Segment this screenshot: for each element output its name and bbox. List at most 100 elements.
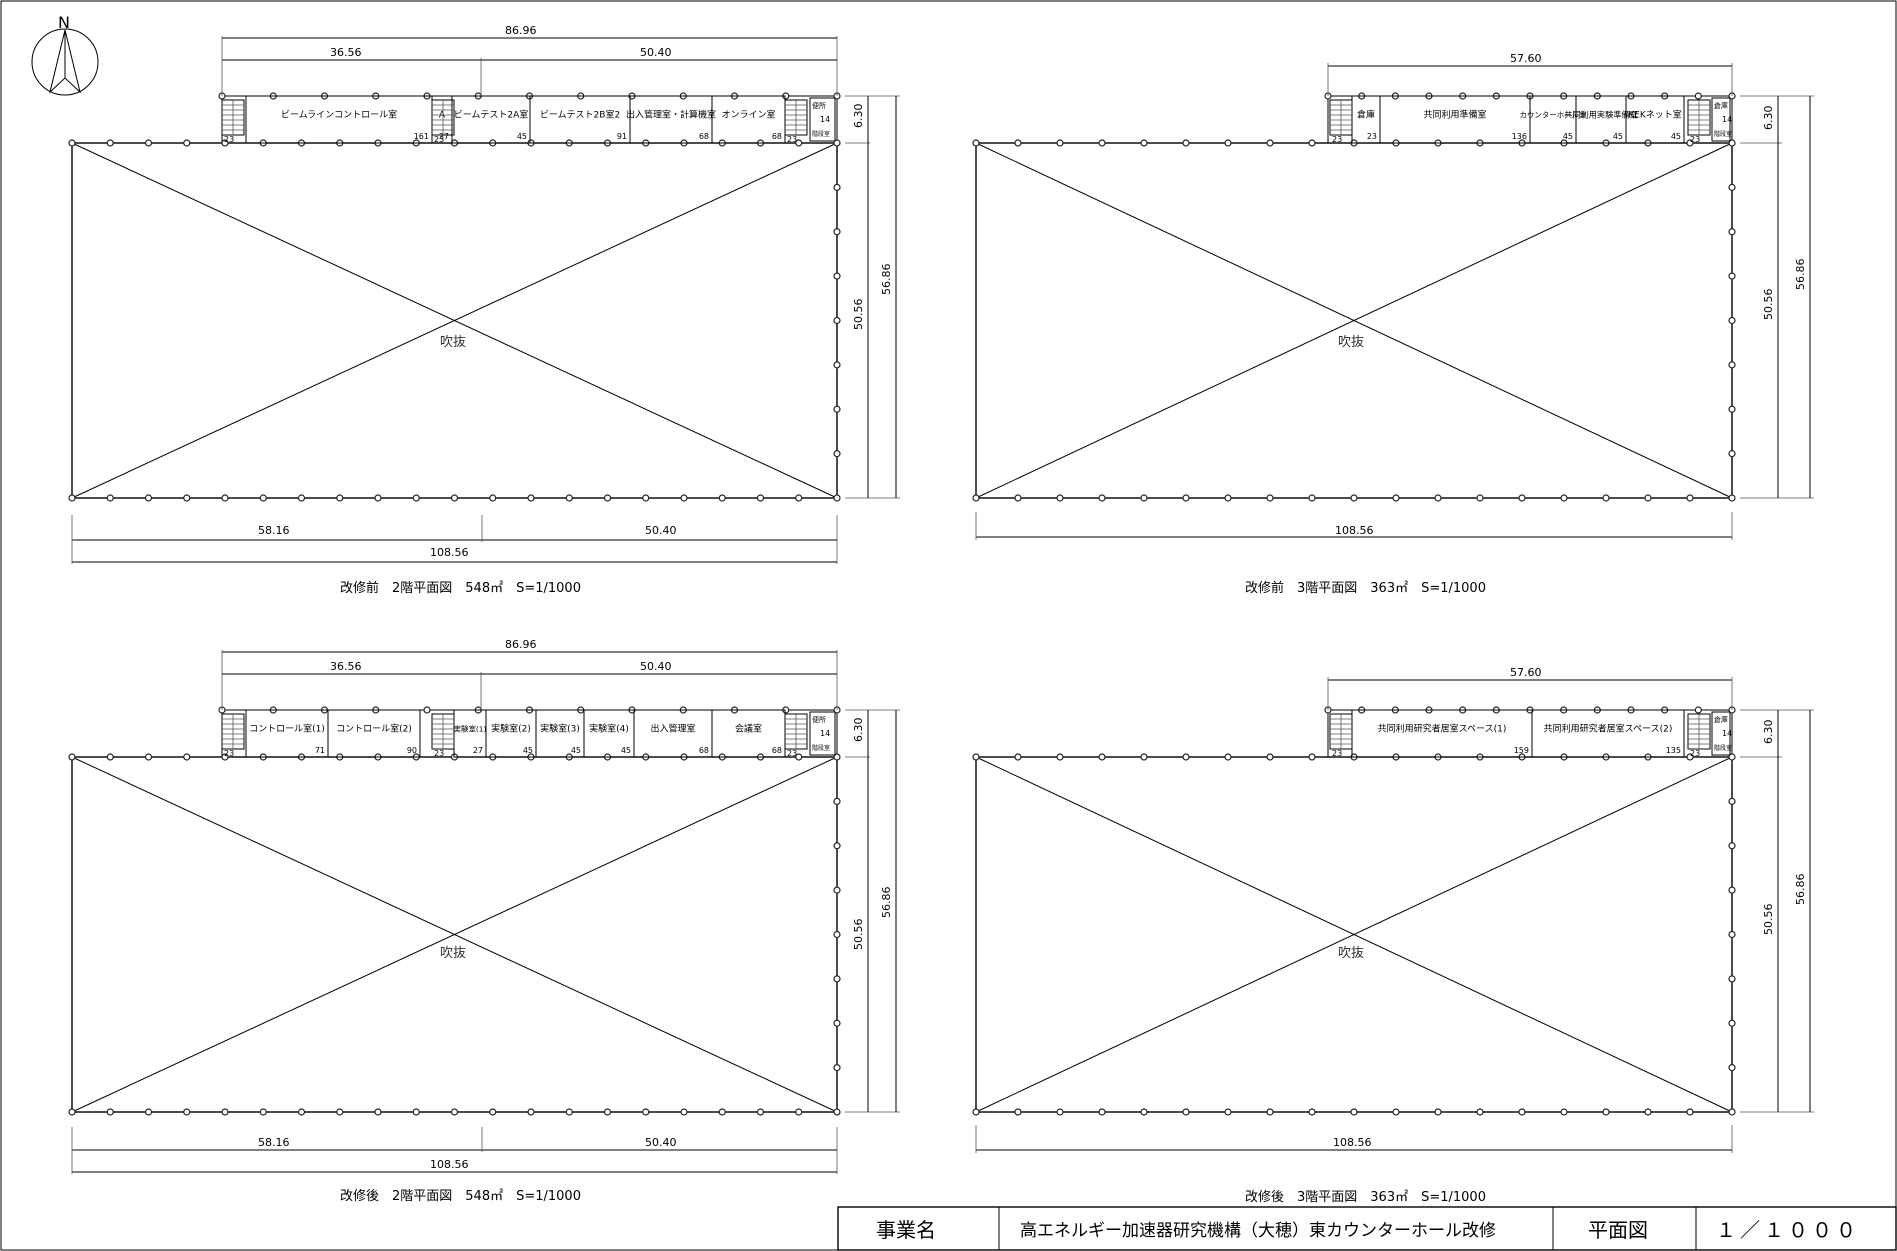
dim-top-total: 86.96 bbox=[505, 24, 537, 37]
wc-label: 倉庫 bbox=[1714, 101, 1728, 110]
wc-block: 倉庫 14 階段室 bbox=[1711, 711, 1732, 756]
room-area: 159 bbox=[1514, 746, 1529, 755]
room-cell bbox=[1625, 95, 1685, 144]
column-grid bbox=[68, 92, 841, 502]
room-area: 68 bbox=[699, 746, 709, 755]
room-name: オンライン室 bbox=[721, 109, 775, 121]
stair-icon: 23 bbox=[1687, 99, 1711, 144]
room-area: 27 bbox=[439, 132, 449, 141]
dim-top-right: 50.40 bbox=[640, 660, 672, 673]
dim-right-band: 6.30 bbox=[1762, 106, 1775, 131]
void-label: 吹抜 bbox=[440, 334, 466, 350]
room-area: 135 bbox=[1666, 746, 1681, 755]
dimension-right: 50.56 56.86 6.30 bbox=[845, 709, 900, 1113]
room-name: 共同利用研究者居室スペース(2) bbox=[1544, 723, 1673, 735]
stair-icon: 23 bbox=[1329, 99, 1353, 144]
stair-area: 23 bbox=[787, 749, 797, 758]
dim-bottom-total: 108.56 bbox=[1335, 524, 1374, 537]
wc-block: 便所 14 階段室 bbox=[809, 97, 836, 142]
stair-icon: 23 bbox=[221, 99, 245, 144]
dimension-right: 50.56 56.86 6.30 bbox=[845, 95, 900, 499]
room-area: 71 bbox=[315, 746, 325, 755]
plan-2f-before: 吹抜 86.96 36.56 50.40 50.56 56.86 6.30 bbox=[68, 24, 900, 596]
wc-sub: 階段室 bbox=[812, 130, 830, 138]
room-name: 実験室(4) bbox=[589, 723, 629, 735]
north-arrow-icon: N bbox=[31, 13, 99, 96]
plan-2f-after: 吹抜 86.96 36.56 50.40 50.56 56.86 6.30 bbox=[68, 638, 900, 1204]
room-area: 45 bbox=[1671, 132, 1681, 141]
room-area: 91 bbox=[617, 132, 627, 141]
room-name: 出入管理室 bbox=[650, 723, 695, 735]
dim-top-left: 36.56 bbox=[330, 660, 362, 673]
room-area: 136 bbox=[1512, 132, 1527, 141]
room-name: ビームテスト2B室2 bbox=[540, 109, 620, 121]
void-label: 吹抜 bbox=[1338, 334, 1364, 350]
dimension-bottom: 58.16 50.40 108.56 bbox=[71, 515, 838, 564]
room-name: 共同利用準備室 bbox=[1423, 109, 1486, 121]
north-label: N bbox=[58, 13, 70, 32]
dimension-top: 86.96 36.56 50.40 bbox=[221, 24, 838, 96]
dim-right-band: 6.30 bbox=[852, 104, 865, 129]
dimension-bottom: 108.56 bbox=[975, 512, 1733, 540]
dim-right-outer: 56.86 bbox=[880, 887, 893, 919]
room-area: 68 bbox=[699, 132, 709, 141]
void-label: 吹抜 bbox=[1338, 945, 1364, 961]
stair-icon: 23 bbox=[221, 713, 245, 758]
dim-top-total: 86.96 bbox=[505, 638, 537, 651]
wc-area: 14 bbox=[1722, 115, 1732, 124]
room-area: 68 bbox=[772, 132, 782, 141]
wc-label: 倉庫 bbox=[1714, 715, 1728, 724]
wc-area: 14 bbox=[820, 729, 830, 738]
room-name: ビームラインコントロール室 bbox=[281, 109, 397, 121]
column-grid bbox=[972, 92, 1736, 502]
room-area: 45 bbox=[621, 746, 631, 755]
plan-caption: 改修後 3階平面図 363㎡ S=1/1000 bbox=[1245, 1190, 1486, 1205]
room-name: 実験室(2) bbox=[491, 723, 531, 735]
room-cell bbox=[327, 709, 421, 758]
stair-icon: 23 bbox=[1687, 713, 1711, 758]
dim-right-inner: 50.56 bbox=[1762, 904, 1775, 936]
dim-bottom-left: 58.16 bbox=[258, 524, 290, 537]
wc-area: 14 bbox=[1722, 729, 1732, 738]
stair-icon: 23 bbox=[431, 99, 455, 144]
project-name: 高エネルギー加速器研究機構（大穂）東カウンターホール改修 bbox=[1020, 1221, 1496, 1241]
room-name: 実験室(3) bbox=[540, 723, 580, 735]
void-diagonal bbox=[71, 142, 838, 499]
project-label: 事業名 bbox=[876, 1218, 936, 1242]
dim-bottom-left: 58.16 bbox=[258, 1136, 290, 1149]
room-name: 共同利用実験準備室 bbox=[1564, 110, 1637, 120]
dim-right-outer: 56.86 bbox=[1794, 874, 1807, 906]
room-area: 161 bbox=[414, 132, 429, 141]
dim-right-inner: 50.56 bbox=[852, 299, 865, 331]
title-block: 事業名 高エネルギー加速器研究機構（大穂）東カウンターホール改修 平面図 １／１… bbox=[837, 1206, 1897, 1251]
stair-area: 23 bbox=[1690, 135, 1700, 144]
void-label: 吹抜 bbox=[440, 945, 466, 961]
room-area: 45 bbox=[1563, 132, 1573, 141]
room-name: 会議室 bbox=[735, 723, 762, 735]
wc-block: 便所 14 階段室 bbox=[809, 711, 836, 756]
dimension-top: 57.60 bbox=[1327, 666, 1733, 710]
drawing-scale: １／１０００ bbox=[1716, 1218, 1860, 1242]
void-diagonal bbox=[71, 756, 838, 1113]
room-name: コントロール室(2) bbox=[336, 723, 412, 735]
dim-top-total: 57.60 bbox=[1510, 666, 1542, 679]
plan-caption: 改修前 3階平面図 363㎡ S=1/1000 bbox=[1245, 580, 1486, 596]
stair-area: 23 bbox=[787, 135, 797, 144]
room-name: 実験室(1) bbox=[454, 724, 487, 734]
wc-label: 便所 bbox=[812, 101, 826, 110]
stair-icon: 23 bbox=[784, 713, 808, 758]
dimension-top: 86.96 36.56 50.40 bbox=[221, 638, 838, 710]
stair-area: 23 bbox=[434, 135, 444, 144]
stair-area: 23 bbox=[1332, 749, 1342, 758]
room-name: ビームテスト2A室 bbox=[454, 109, 529, 121]
column-grid bbox=[68, 706, 841, 1116]
dim-top-right: 50.40 bbox=[640, 46, 672, 59]
dim-right-outer: 56.86 bbox=[1794, 259, 1807, 291]
dim-bottom-total: 108.56 bbox=[1333, 1136, 1372, 1149]
plan-3f-before: 吹抜 57.60 50.56 56.86 6.30 108.56 改修前 3階平… bbox=[972, 52, 1814, 596]
wc-sub: 階段室 bbox=[812, 744, 830, 752]
dim-bottom-right: 50.40 bbox=[645, 1136, 677, 1149]
dim-top-total: 57.60 bbox=[1510, 52, 1542, 65]
